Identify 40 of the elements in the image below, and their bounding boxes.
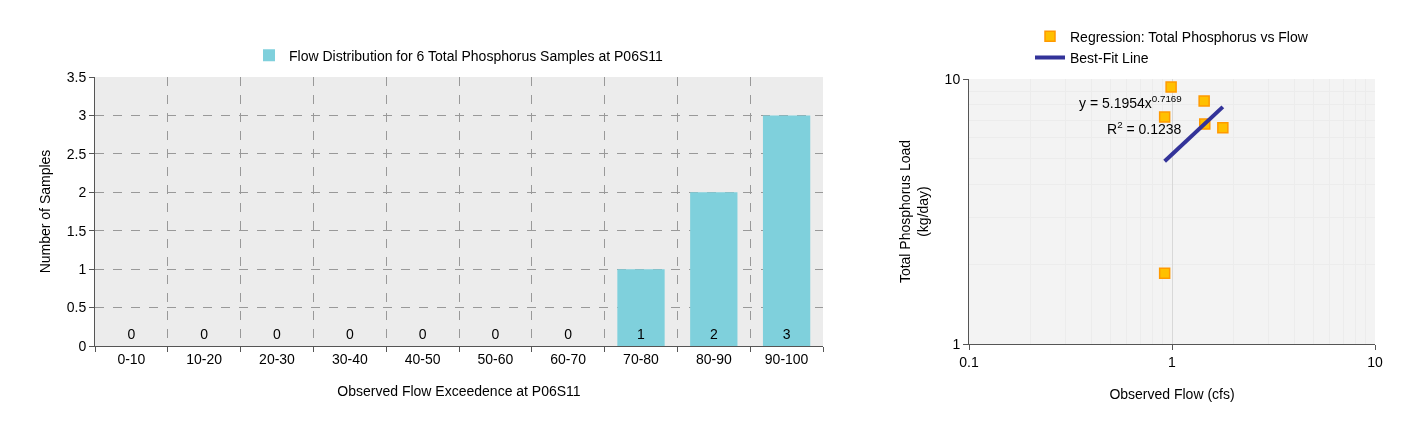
x-axis-title: Observed Flow (cfs) xyxy=(1109,386,1235,403)
x-tick-label: 80-90 xyxy=(695,350,732,367)
x-tick-label: 60-70 xyxy=(550,350,587,367)
y-tick-label: 1.5 xyxy=(66,222,87,239)
legend-label: Best-Fit Line xyxy=(1070,49,1149,66)
data-label: 0 xyxy=(273,325,282,342)
y-axis-title: Total Phosphorus Load (kg/day) xyxy=(897,139,932,284)
data-label: 1 xyxy=(637,325,646,342)
x-tick-label: 50-60 xyxy=(477,350,514,367)
data-label: 0 xyxy=(345,325,354,342)
data-label: 2 xyxy=(709,325,718,342)
x-tick-label: 0.1 xyxy=(959,353,979,370)
legend-label: Regression: Total Phosphorus vs Flow xyxy=(1070,28,1309,45)
data-label: 0 xyxy=(200,325,209,342)
y-tick-label: 0.5 xyxy=(66,299,87,316)
x-tick-label: 70-80 xyxy=(623,350,660,367)
data-label: 0 xyxy=(418,325,427,342)
x-tick-label: 30-40 xyxy=(331,350,368,367)
x-tick-label: 20-30 xyxy=(259,350,296,367)
x-tick-label: 40-50 xyxy=(404,350,441,367)
y-tick-label: 1 xyxy=(78,261,87,278)
y-tick-label: 3 xyxy=(78,107,87,124)
data-label: 0 xyxy=(127,325,136,342)
annotation: R$^{2}$ = 0.1238 xyxy=(1107,119,1182,137)
x-tick-label: 10 xyxy=(1367,353,1383,370)
x-tick-label: 0-10 xyxy=(117,350,146,367)
legend-label: Flow Distribution for 6 Total Phosphorus Samples at P06S11 xyxy=(289,47,663,64)
y-tick-label: 3.5 xyxy=(66,68,87,85)
x-tick-label: 1 xyxy=(1168,353,1177,370)
data-label: 0 xyxy=(564,325,573,342)
x-axis-title: Observed Flow Exceedence at P06S11 xyxy=(337,383,581,400)
y-tick-label: 2.5 xyxy=(66,145,87,162)
annotation: y = 5.1954x$^{0.7169}$ xyxy=(1079,93,1182,111)
data-label: 3 xyxy=(782,325,791,342)
y-tick-label: 2 xyxy=(78,184,87,201)
y-axis-title: Number of Samples xyxy=(37,149,54,274)
x-tick-label: 90-100 xyxy=(764,350,809,367)
x-tick-label: 10-20 xyxy=(186,350,223,367)
y-tick-label: 0 xyxy=(78,337,87,354)
data-label: 0 xyxy=(491,325,500,342)
